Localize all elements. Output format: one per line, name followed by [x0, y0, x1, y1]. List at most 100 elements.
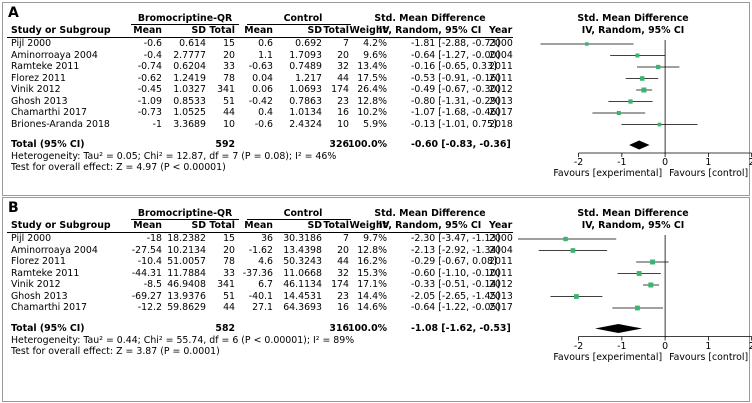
effect-ci-value: -2.13 [-2.92, -1.34] — [411, 244, 501, 256]
total2-col-header: Total — [323, 220, 349, 231]
total-label: Total (95% CI) — [11, 322, 85, 334]
sd2-value: 0.7863 — [289, 95, 322, 107]
group2-header: Control — [283, 208, 323, 219]
sd2-value: 46.1134 — [283, 279, 322, 290]
study-name: Chamarthi 2017 — [11, 302, 88, 313]
weight-value: 9.7% — [363, 233, 387, 244]
x-tick-label: 2 — [748, 340, 752, 352]
total1-value: 33 — [223, 61, 235, 72]
year-value: 2012 — [489, 84, 513, 95]
year-value: 2017 — [489, 107, 513, 118]
group1-underline — [131, 219, 239, 220]
sd1-value: 51.0057 — [167, 256, 206, 267]
plot-header: Std. Mean Difference — [577, 208, 689, 219]
study-marker — [628, 99, 633, 104]
table-header-rule — [7, 37, 513, 38]
mean1-value: -0.73 — [137, 107, 162, 118]
group1-header: Bromocriptine-QR — [137, 208, 233, 219]
total1-value: 10 — [223, 118, 235, 130]
year-value: 2011 — [489, 61, 513, 72]
mean1-value: -0.45 — [137, 84, 162, 95]
effect-ci-value: -0.29 [-0.67, 0.08] — [411, 256, 497, 267]
effect-ci-value: -0.13 [-1.01, 0.75] — [411, 118, 497, 130]
weight-value: 10.2% — [357, 107, 387, 118]
favours-left-label: Favours [experimental] — [553, 168, 663, 179]
mean1-value: -0.4 — [143, 49, 162, 61]
favours-right-label: Favours [control] — [669, 168, 749, 179]
weight-value: 12.8% — [357, 244, 387, 256]
study-marker — [574, 294, 579, 299]
year-value: 2011 — [489, 267, 513, 279]
sd2-col-header: SD — [307, 25, 322, 36]
year-value: 2011 — [489, 256, 513, 267]
year-value: 2012 — [489, 279, 513, 290]
plot-method-header: IV, Random, 95% CI — [581, 25, 685, 36]
x-tick-label: -1 — [617, 157, 627, 168]
mean2-value: 0.4 — [258, 107, 273, 118]
mean2-col-header: Mean — [244, 220, 273, 231]
year-value: 2004 — [489, 49, 513, 61]
study-marker — [657, 122, 662, 127]
total1-sum: 582 — [215, 322, 235, 334]
forest-panel-b: B Bromocriptine-QR Control Std. Mean Differ… — [2, 197, 752, 402]
heterogeneity-text: Heterogeneity: Tau² = 0.44; Chi² = 55.74… — [11, 334, 355, 346]
total2-value: 32 — [337, 267, 349, 279]
x-tick-label: -2 — [573, 157, 584, 168]
sd1-value: 11.7884 — [167, 267, 206, 279]
total1-value: 15 — [223, 38, 235, 49]
total-label: Total (95% CI) — [11, 139, 85, 150]
total1-value: 78 — [223, 72, 235, 84]
sd2-value: 30.3186 — [283, 233, 322, 244]
sd1-value: 46.9408 — [167, 279, 206, 290]
year-value: 2013 — [489, 95, 513, 107]
weight-value: 12.8% — [357, 95, 387, 107]
table-header-rule — [7, 232, 513, 233]
total1-value: 44 — [223, 302, 235, 313]
mean1-value: -69.27 — [131, 290, 162, 302]
weight-col-header: Weight — [349, 25, 387, 36]
panel-label: B — [8, 200, 19, 216]
plot-header: Std. Mean Difference — [577, 13, 689, 24]
mean1-value: -0.74 — [137, 61, 162, 72]
study-marker — [616, 110, 621, 116]
total1-value: 15 — [223, 233, 235, 244]
sd2-value: 1.217 — [295, 72, 322, 84]
total1-col-header: Total — [209, 220, 235, 231]
mean1-value: -1 — [152, 118, 162, 130]
forest-plot-svg — [518, 235, 752, 341]
total2-value: 20 — [337, 49, 349, 61]
sd2-value: 64.3693 — [283, 302, 322, 313]
year-value: 2004 — [489, 244, 513, 256]
mean2-value: -40.1 — [248, 290, 273, 302]
study-marker — [635, 305, 640, 311]
sd1-value: 2.7777 — [173, 49, 206, 61]
total2-value: 10 — [337, 118, 349, 130]
effect-method-header: IV, Random, 95% CI — [378, 25, 482, 36]
effect-ci-value: -0.49 [-0.67, -0.30] — [411, 84, 501, 95]
mean1-value: -0.6 — [143, 38, 162, 49]
mean2-col-header: Mean — [244, 25, 273, 36]
mean1-col-header: Mean — [133, 25, 162, 36]
mean1-value: -1.09 — [137, 95, 162, 107]
year-value: 2013 — [489, 290, 513, 302]
sd2-value: 1.7093 — [289, 49, 322, 61]
group2-header: Control — [283, 13, 323, 24]
effect-ci-value: -0.64 [-1.27, -0.00] — [411, 49, 501, 61]
study-name: Ghosh 2013 — [11, 290, 68, 302]
effect-method-header: IV, Random, 95% CI — [378, 220, 482, 231]
effect-ci-value: -0.80 [-1.31, -0.29] — [411, 95, 501, 107]
study-name: Briones-Aranda 2018 — [11, 118, 110, 130]
sd1-value: 13.9376 — [167, 290, 206, 302]
mean2-value: -37.36 — [242, 267, 273, 279]
mean2-value: 1.1 — [258, 49, 273, 61]
weight-value: 13.4% — [357, 61, 387, 72]
year-col-header: Year — [489, 25, 513, 36]
total1-col-header: Total — [209, 25, 235, 36]
weight-value: 14.6% — [357, 302, 387, 313]
study-marker — [563, 236, 568, 242]
sd2-value: 11.0668 — [283, 267, 322, 279]
total2-value: 44 — [337, 256, 349, 267]
study-col-header: Study or Subgroup — [11, 220, 111, 231]
study-name: Ramteke 2011 — [11, 267, 80, 279]
x-tick-label: 1 — [705, 340, 712, 352]
